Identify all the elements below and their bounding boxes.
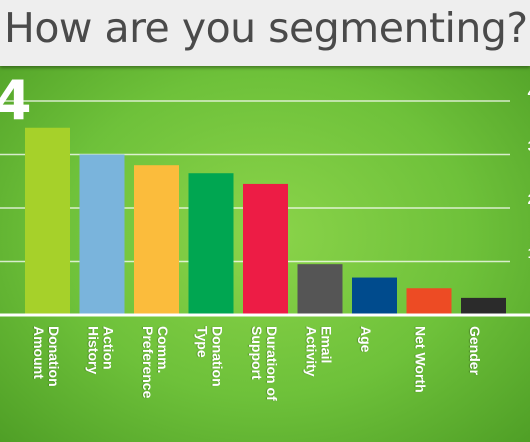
category-label: Age [358,326,374,353]
category-label: Donation Type [194,326,226,387]
bar-net-worth [406,288,452,315]
y-tick-label: 1 [528,245,530,262]
category-label: Action History [85,326,117,375]
y-tick-label: 2 [528,191,530,208]
bar-donation-amount [25,127,70,315]
category-label: Net Worth [412,326,429,393]
title-bar: How are you segmenting? [0,0,530,66]
bar-donation-type [188,173,234,315]
bar-duration-of-support [243,183,288,315]
category-label: Donation Amount [31,326,62,387]
y-tick-label: 3 [528,138,530,155]
highlight-number: 4 [0,69,32,132]
category-label: Duration of Support [249,326,280,401]
category-label: Email Activity [303,326,335,377]
category-label: Comm. Preference [140,326,171,399]
page-title: How are you segmenting? [4,4,528,52]
bar-age [352,277,397,315]
bar-gender [461,297,506,315]
category-label: Gender [467,326,483,376]
bar-email-activity [297,264,343,315]
bar-comm-preference [134,165,179,315]
bar-action-history [79,154,125,315]
y-tick-label: 4 [528,84,530,101]
